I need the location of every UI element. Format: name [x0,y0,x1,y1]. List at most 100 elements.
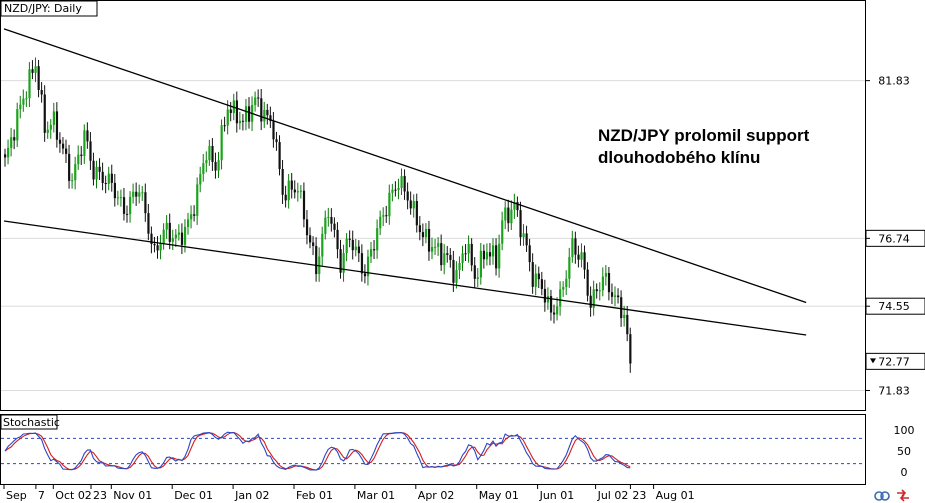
candle-body [391,189,394,193]
candle-body [440,243,443,266]
candle-body [522,233,525,238]
candle-body [476,277,479,279]
candle-body [571,238,574,258]
candle-body [65,148,68,154]
candle-body [431,246,434,252]
lower-trendline [3,220,807,336]
candle-body [336,229,339,250]
candle-body [553,312,556,315]
stoch-panel-border [0,414,866,485]
candle-body [394,189,397,191]
candle-body [266,109,269,116]
candle-body [290,180,293,190]
stoch-grid [1,437,865,465]
candle-body [159,243,162,251]
candle-body [183,226,187,245]
candle-body [482,250,486,260]
candle-body [214,161,217,171]
candle-body [556,306,559,315]
candle-body [31,69,34,73]
candle-body [376,228,379,251]
candle-body [424,229,428,238]
candle-body [324,217,327,234]
link-icon[interactable] [874,491,890,501]
date-tick-label: Aug 01 [656,489,695,502]
candle-body [461,253,464,263]
date-tick-label: Sep [6,489,27,502]
candle-body [354,246,357,251]
candle-body [58,139,62,144]
candle-body [421,232,425,238]
candle-body [305,219,309,236]
candle-body [534,273,537,287]
crosshair-arrows-icon[interactable] [897,489,909,502]
candle-body [74,164,77,181]
symbol-label-box [0,0,98,17]
candle-body [269,115,272,122]
stoch-tick-label: 0 [901,466,908,479]
symbol-label: NZD/JPY: Daily [4,2,82,15]
date-tick-label: May 01 [479,489,519,502]
candle-body [229,109,232,114]
candle-body [98,166,101,172]
candle-body [546,296,550,303]
candle-body [598,290,601,292]
candle-body [147,213,150,234]
candle-body [473,265,476,279]
candle-body [220,125,223,161]
candle-body [202,163,205,175]
candle-body [174,234,177,239]
stoch-tick-label: 50 [897,445,911,458]
candle-body [199,174,202,185]
candle-body [626,314,629,335]
candle-body [86,130,89,142]
candle-body [492,245,495,257]
stochastic-lines [4,431,631,471]
date-tick-label: 23 [93,489,107,502]
candle-body [13,137,16,141]
candle-body [141,192,144,194]
candle-body [278,142,281,170]
candle-body [89,141,92,161]
candle-body [382,215,385,217]
candle-body [165,222,168,230]
candle-body [366,256,370,277]
candle-body [458,262,461,271]
candle-body [327,216,330,218]
candle-body [208,145,211,161]
candle-body [562,287,565,290]
candle-body [284,194,287,201]
candle-body [549,296,553,313]
candle-body [223,125,226,127]
candle-body [104,182,107,184]
candle-body [43,94,46,133]
date-axis: Sep 7 Oct 02 23 Nov 01 Dec 01 Jan 02 Feb 01 Mar … [3,484,695,502]
date-tick-label: Dec 01 [174,489,213,502]
candle-body [37,66,40,90]
candle-body [119,197,123,199]
candle-body [205,160,208,164]
candle-body [580,252,583,260]
candle-body [510,209,513,224]
candle-body [260,98,263,122]
candle-body [370,249,373,257]
candle-body [275,139,278,143]
candle-body [629,334,632,364]
candle-body [403,176,406,192]
candle-body [52,111,55,125]
candle-body [68,153,71,181]
candle-body [281,169,284,195]
price-tick-label: 76.74 [878,232,910,245]
stoch-axis: 100 50 0 [894,424,915,479]
date-tick-label: Jun 01 [539,489,575,502]
candle-body [287,180,290,201]
candle-body [373,249,376,251]
candle-body [168,222,171,242]
candle-body [592,289,595,308]
stoch-tick-label: 100 [894,424,915,437]
candle-body [449,254,452,260]
candlesticks [4,57,632,373]
candle-body [263,109,266,122]
date-tick-label: Mar 01 [357,489,395,502]
date-tick-label: Apr 02 [418,489,455,502]
